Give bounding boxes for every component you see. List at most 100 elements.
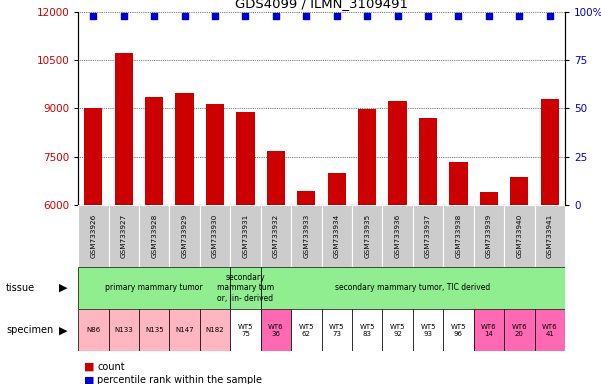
Text: GSM733938: GSM733938: [456, 214, 462, 258]
Text: count: count: [97, 362, 125, 372]
Text: ■: ■: [84, 362, 98, 372]
Bar: [261, 205, 291, 267]
Text: secondary
mammary tum
or, lin- derived: secondary mammary tum or, lin- derived: [217, 273, 274, 303]
Text: GSM733941: GSM733941: [547, 214, 553, 258]
Bar: [358, 109, 376, 384]
Text: N135: N135: [145, 327, 163, 333]
Bar: [261, 267, 565, 309]
Bar: [450, 162, 468, 384]
Bar: [84, 108, 103, 384]
Point: [362, 13, 372, 20]
Text: WT5
62: WT5 62: [299, 324, 314, 337]
Bar: [480, 192, 498, 384]
Point: [484, 13, 493, 20]
Text: GSM733926: GSM733926: [90, 214, 96, 258]
Bar: [388, 101, 407, 384]
Text: ■: ■: [84, 375, 98, 384]
Bar: [297, 190, 316, 384]
Bar: [444, 205, 474, 267]
Point: [332, 13, 341, 20]
Bar: [474, 309, 504, 351]
Bar: [236, 113, 255, 384]
Bar: [145, 96, 163, 384]
Point: [210, 13, 220, 20]
Text: WT6
36: WT6 36: [268, 324, 284, 337]
Point: [88, 13, 98, 20]
Text: WT6
20: WT6 20: [511, 324, 527, 337]
Text: WT6
41: WT6 41: [542, 324, 558, 337]
Bar: [78, 205, 109, 267]
Point: [180, 13, 189, 20]
Bar: [109, 309, 139, 351]
Title: GDS4099 / ILMN_3109491: GDS4099 / ILMN_3109491: [235, 0, 408, 10]
Bar: [541, 99, 559, 384]
Bar: [534, 205, 565, 267]
Bar: [382, 309, 413, 351]
Bar: [444, 309, 474, 351]
Bar: [267, 151, 285, 384]
Point: [545, 13, 555, 20]
Text: WT5
75: WT5 75: [238, 324, 253, 337]
Bar: [413, 205, 444, 267]
Point: [393, 13, 403, 20]
Text: WT5
83: WT5 83: [359, 324, 375, 337]
Text: GSM733928: GSM733928: [151, 214, 157, 258]
Text: GSM733937: GSM733937: [425, 214, 431, 258]
Bar: [510, 177, 528, 384]
Bar: [382, 205, 413, 267]
Point: [119, 13, 129, 20]
Text: WT5
96: WT5 96: [451, 324, 466, 337]
Text: GSM733939: GSM733939: [486, 214, 492, 258]
Text: WT6
14: WT6 14: [481, 324, 496, 337]
Text: N182: N182: [206, 327, 224, 333]
Text: tissue: tissue: [6, 283, 35, 293]
Bar: [169, 205, 200, 267]
Text: N147: N147: [175, 327, 194, 333]
Bar: [291, 309, 322, 351]
Text: ▶: ▶: [59, 283, 67, 293]
Point: [150, 13, 159, 20]
Bar: [419, 118, 437, 384]
Bar: [78, 267, 230, 309]
Bar: [200, 309, 230, 351]
Bar: [328, 173, 346, 384]
Text: GSM733931: GSM733931: [242, 214, 248, 258]
Text: GSM733935: GSM733935: [364, 214, 370, 258]
Text: GSM733933: GSM733933: [304, 214, 310, 258]
Bar: [109, 205, 139, 267]
Text: primary mammary tumor: primary mammary tumor: [105, 283, 203, 293]
Bar: [352, 205, 382, 267]
Text: specimen: specimen: [6, 325, 53, 335]
Text: WT5
92: WT5 92: [390, 324, 405, 337]
Point: [423, 13, 433, 20]
Text: N86: N86: [86, 327, 100, 333]
Bar: [504, 309, 534, 351]
Text: GSM733929: GSM733929: [182, 214, 188, 258]
Bar: [322, 205, 352, 267]
Text: N133: N133: [114, 327, 133, 333]
Bar: [291, 205, 322, 267]
Bar: [504, 205, 534, 267]
Text: WT5
93: WT5 93: [420, 324, 436, 337]
Bar: [322, 309, 352, 351]
Bar: [230, 205, 261, 267]
Bar: [139, 309, 169, 351]
Bar: [474, 205, 504, 267]
Text: GSM733934: GSM733934: [334, 214, 340, 258]
Text: GSM733932: GSM733932: [273, 214, 279, 258]
Bar: [206, 104, 224, 384]
Bar: [169, 309, 200, 351]
Bar: [139, 205, 169, 267]
Text: GSM733940: GSM733940: [516, 214, 522, 258]
Bar: [175, 93, 194, 384]
Text: GSM733936: GSM733936: [395, 214, 401, 258]
Bar: [352, 309, 382, 351]
Bar: [261, 309, 291, 351]
Text: WT5
73: WT5 73: [329, 324, 344, 337]
Text: secondary mammary tumor, TIC derived: secondary mammary tumor, TIC derived: [335, 283, 490, 293]
Bar: [200, 205, 230, 267]
Text: percentile rank within the sample: percentile rank within the sample: [97, 375, 263, 384]
Bar: [78, 309, 109, 351]
Bar: [413, 309, 444, 351]
Bar: [230, 267, 261, 309]
